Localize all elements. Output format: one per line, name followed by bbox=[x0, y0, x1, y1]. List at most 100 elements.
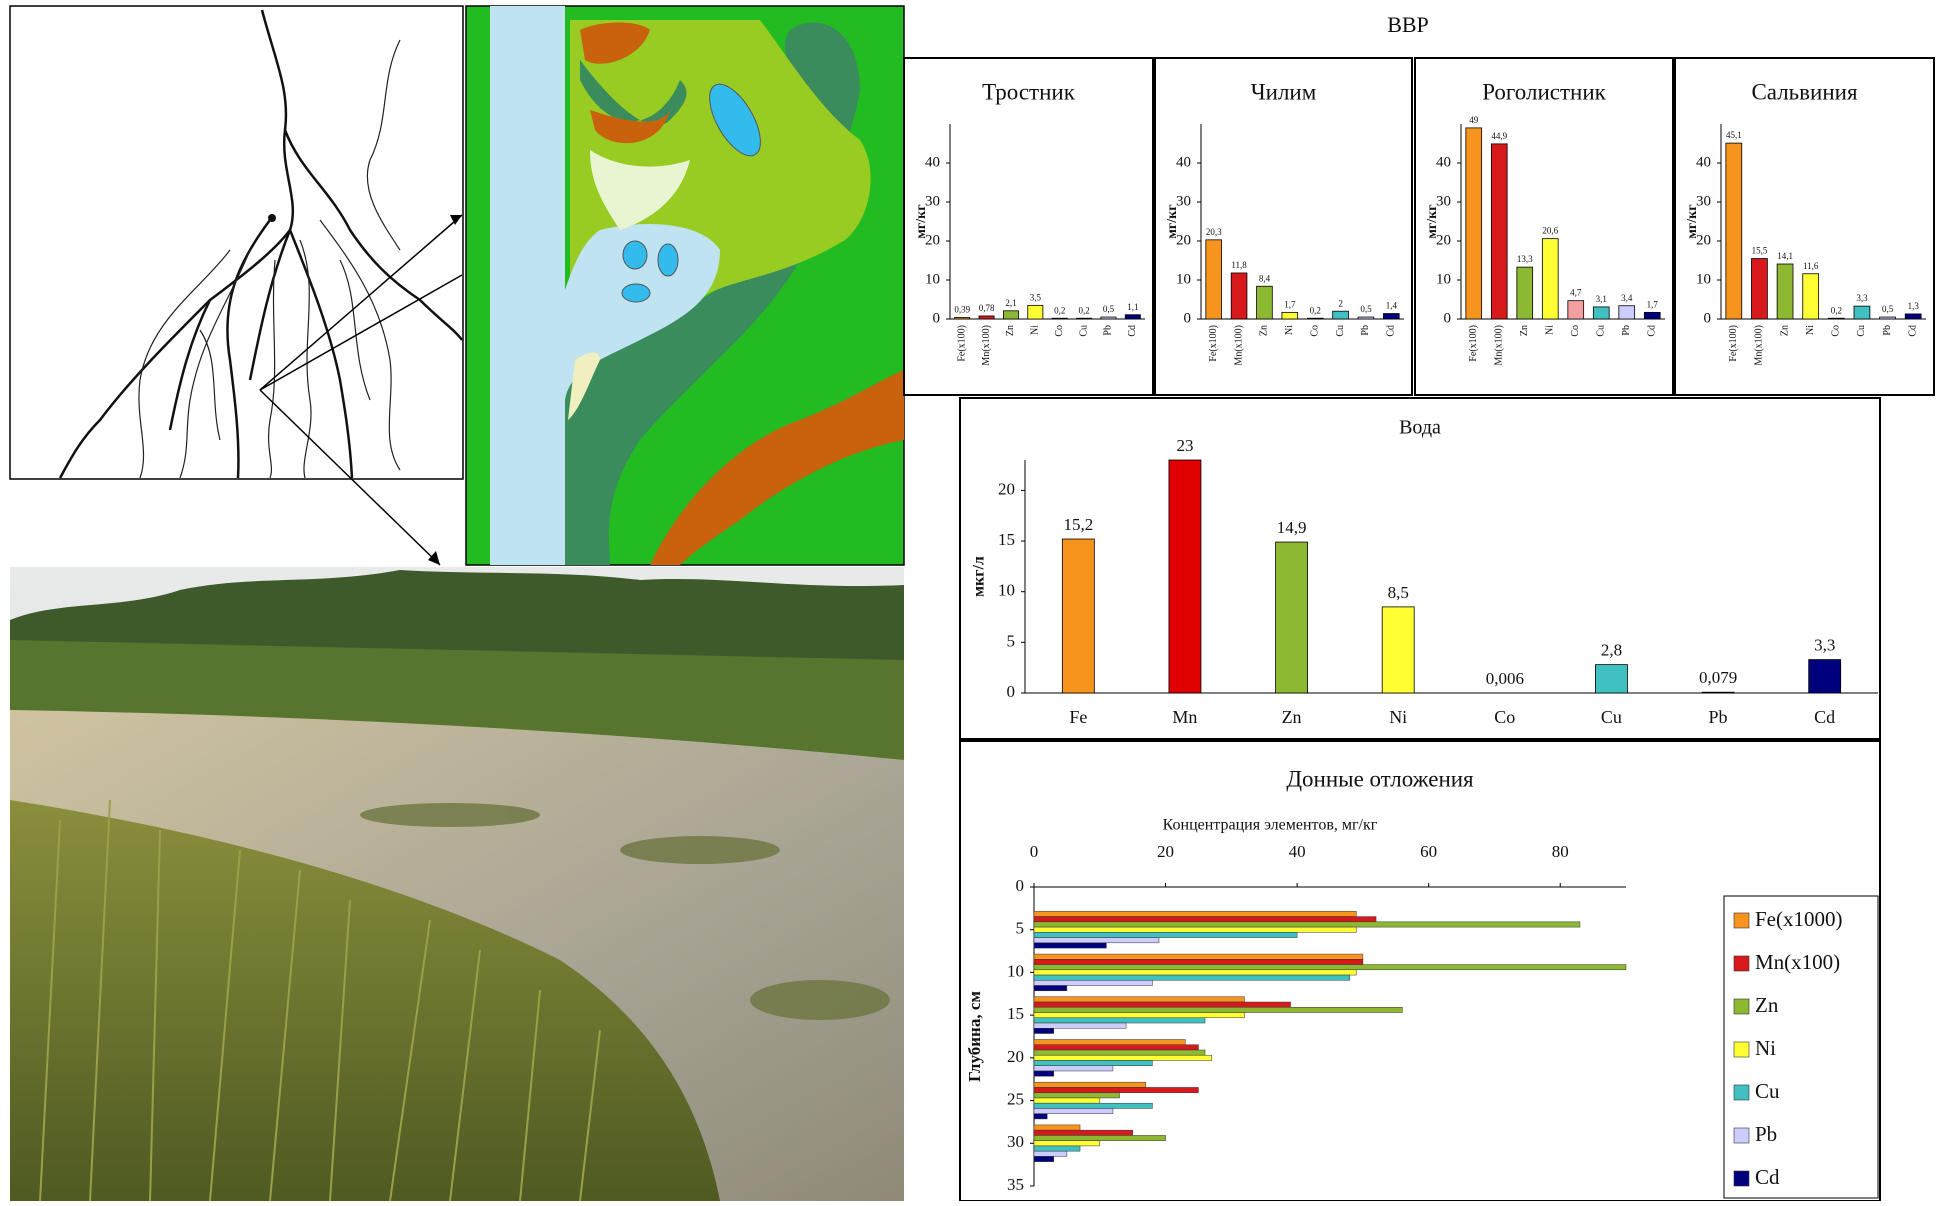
y-tick-label: 0 bbox=[933, 310, 941, 326]
value-label: 0,5 bbox=[1882, 304, 1894, 314]
legend-label: Fe(x1000) bbox=[1755, 907, 1843, 931]
legend-swatch bbox=[1734, 1085, 1749, 1100]
bar bbox=[1034, 980, 1152, 985]
bar bbox=[1034, 1156, 1054, 1161]
bar bbox=[1726, 143, 1742, 319]
y-axis-label: мкг/л bbox=[971, 556, 988, 597]
x-tick-label: Fe(x100) bbox=[1468, 325, 1479, 362]
bar bbox=[1282, 312, 1298, 319]
chart-title: Сальвиния bbox=[1751, 79, 1858, 104]
value-label: 0,5 bbox=[1360, 304, 1372, 314]
bar bbox=[1034, 1013, 1244, 1018]
bar bbox=[1206, 240, 1222, 319]
bar bbox=[1803, 274, 1819, 319]
bar bbox=[1125, 315, 1140, 319]
legend-label: Pb bbox=[1755, 1122, 1777, 1146]
value-label: 1,7 bbox=[1284, 299, 1296, 309]
x-tick-label: Cu bbox=[1601, 707, 1622, 727]
delta-map bbox=[10, 6, 463, 565]
bar bbox=[1034, 1130, 1133, 1135]
bar bbox=[1034, 917, 1376, 922]
bar bbox=[1077, 318, 1092, 319]
bar bbox=[1880, 317, 1896, 319]
group-title: ВВР bbox=[1387, 12, 1429, 37]
value-label: 14,1 bbox=[1777, 251, 1793, 261]
bar bbox=[955, 317, 970, 319]
x-tick-label: Cu bbox=[1856, 325, 1867, 337]
value-label: 3,3 bbox=[1814, 635, 1835, 654]
y-axis-label: мг/кг bbox=[1685, 204, 1700, 238]
vegetation-map bbox=[466, 6, 904, 565]
bar bbox=[1854, 306, 1870, 319]
bar bbox=[1644, 312, 1660, 319]
bar bbox=[1034, 1141, 1100, 1146]
bar bbox=[1034, 1098, 1100, 1103]
bar bbox=[1034, 1071, 1054, 1076]
bar bbox=[1383, 314, 1399, 319]
x-tick-label: Zn bbox=[1519, 325, 1530, 336]
bar bbox=[1034, 965, 1626, 970]
value-label: 15,5 bbox=[1752, 246, 1768, 256]
y-tick-label: 0 bbox=[1007, 682, 1016, 701]
chart-title: Тростник bbox=[982, 79, 1076, 104]
bar bbox=[1003, 311, 1018, 319]
bar bbox=[1619, 306, 1635, 319]
x-tick-label: Ni bbox=[1389, 707, 1407, 727]
bar bbox=[1034, 986, 1067, 991]
y-axis-label: мг/кг bbox=[1425, 204, 1440, 238]
y-tick-label: 0 bbox=[1184, 310, 1192, 326]
chart-title: Роголистник bbox=[1482, 79, 1606, 104]
x-tick-label: Fe(x100) bbox=[1208, 325, 1219, 362]
legend-swatch bbox=[1734, 1128, 1749, 1143]
y-tick-label: 10 bbox=[998, 581, 1015, 600]
value-tick-label: 60 bbox=[1420, 842, 1437, 861]
x-tick-label: Ni bbox=[1030, 325, 1041, 335]
value-label: 3,1 bbox=[1596, 294, 1607, 304]
x-tick-label: Pb bbox=[1709, 707, 1728, 727]
x-tick-label: Co bbox=[1494, 707, 1515, 727]
y-tick-label: 15 bbox=[998, 530, 1015, 549]
x-tick-label: Mn(x100) bbox=[1233, 325, 1244, 366]
value-label: 0,5 bbox=[1103, 304, 1115, 314]
bar bbox=[1034, 1082, 1146, 1087]
bar bbox=[1702, 692, 1734, 693]
chart-panel bbox=[1155, 58, 1412, 395]
x-tick-label: Fe bbox=[1069, 707, 1087, 727]
depth-tick-label: 0 bbox=[1016, 876, 1025, 895]
y-tick-label: 40 bbox=[1176, 154, 1191, 170]
bar bbox=[1034, 932, 1297, 937]
legend-swatch bbox=[1734, 1171, 1749, 1186]
bar bbox=[1034, 959, 1363, 964]
x-tick-label: Co bbox=[1054, 325, 1065, 337]
depth-tick-label: 25 bbox=[1007, 1089, 1024, 1108]
value-label: 0,2 bbox=[1054, 305, 1065, 315]
chart-panel bbox=[960, 398, 1880, 739]
bar bbox=[1034, 1045, 1198, 1050]
value-tick-label: 80 bbox=[1552, 842, 1569, 861]
bar bbox=[1034, 1023, 1126, 1028]
legend-label: Zn bbox=[1755, 993, 1779, 1017]
value-label: 8,4 bbox=[1259, 273, 1271, 283]
chart-panel bbox=[904, 58, 1153, 395]
value-tick-label: 20 bbox=[1157, 842, 1174, 861]
bar bbox=[1034, 1146, 1080, 1151]
bar bbox=[1307, 318, 1323, 319]
value-label: 49 bbox=[1469, 115, 1479, 125]
bar bbox=[1517, 267, 1533, 319]
x-tick-label: Zn bbox=[1259, 325, 1270, 336]
bar bbox=[1491, 144, 1507, 319]
x-tick-label: Cu bbox=[1596, 325, 1607, 337]
bar bbox=[1333, 311, 1349, 319]
bar bbox=[1062, 539, 1094, 693]
value-label: 1,4 bbox=[1386, 301, 1398, 311]
value-label: 0,39 bbox=[954, 305, 970, 315]
value-label: 0,006 bbox=[1486, 669, 1524, 688]
x-tick-label: Cu bbox=[1335, 325, 1346, 337]
bar bbox=[1358, 317, 1374, 319]
bar bbox=[1034, 938, 1159, 943]
bar bbox=[1034, 997, 1244, 1002]
value-tick-label: 0 bbox=[1030, 842, 1039, 861]
y-tick-label: 0 bbox=[1444, 310, 1452, 326]
